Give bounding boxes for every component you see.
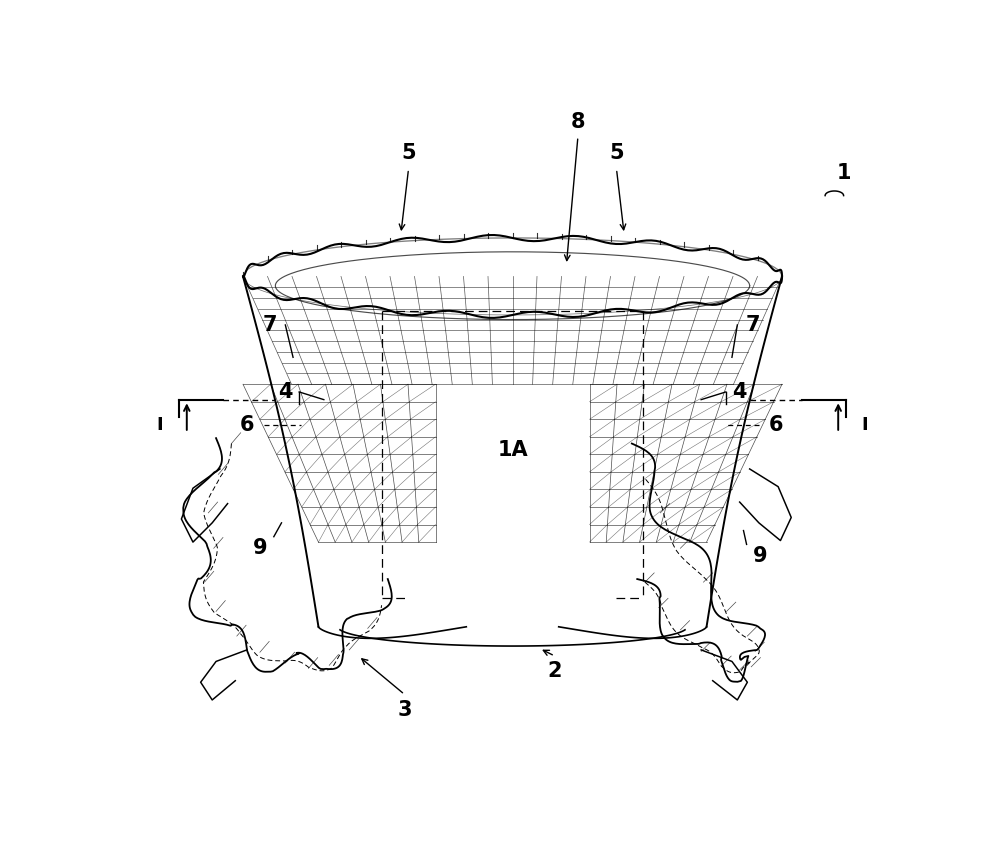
Text: 7: 7 [745,315,760,335]
Text: 4: 4 [732,382,747,402]
Text: 3: 3 [397,700,412,720]
Text: I: I [862,416,868,434]
Text: 9: 9 [253,538,267,558]
Text: 5: 5 [609,144,624,163]
Text: 6: 6 [240,415,254,435]
Text: 5: 5 [401,144,416,163]
Text: 1A: 1A [497,439,528,460]
Text: 9: 9 [753,546,768,566]
Text: 6: 6 [769,415,783,435]
Text: 7: 7 [263,315,277,335]
Text: 2: 2 [548,661,562,681]
Text: 4: 4 [278,382,293,402]
Text: 8: 8 [571,113,585,132]
Text: 1: 1 [836,163,851,182]
Text: I: I [157,416,163,434]
